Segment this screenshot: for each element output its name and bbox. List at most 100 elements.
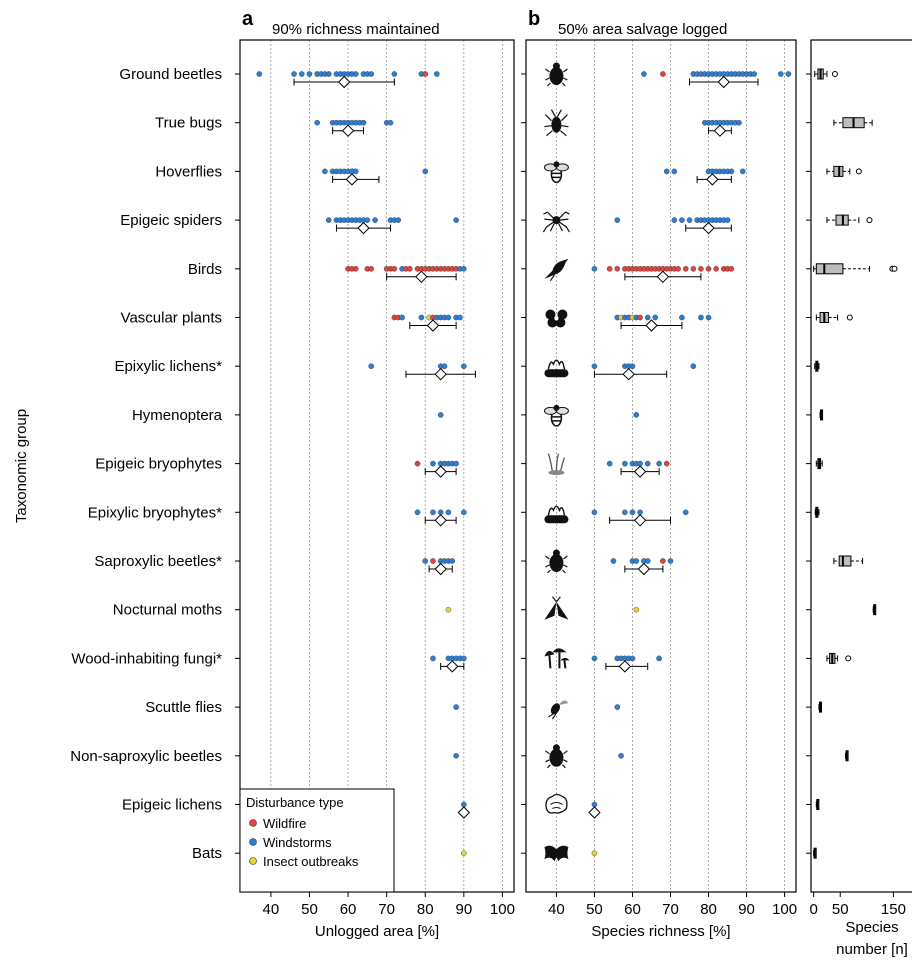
y-axis-title: Taxonomic group (13, 409, 30, 523)
moth-icon (544, 596, 569, 620)
data-point-windstorm (453, 460, 459, 467)
bat-icon (544, 845, 569, 862)
x-tick-label: 60 (340, 901, 357, 918)
data-point-wildfire (682, 265, 689, 272)
mean-diamond (618, 660, 632, 673)
data-point-windstorm (644, 460, 651, 467)
wasp-icon-part (553, 404, 560, 411)
x-tick-label: 70 (662, 901, 679, 918)
data-point-windstorm (682, 509, 689, 516)
data-point-windstorm (414, 509, 421, 516)
data-point-windstorm (698, 314, 704, 321)
data-point-windstorm (671, 168, 678, 175)
mean-diamond (633, 514, 647, 527)
saproxylic-beetle-icon-part (549, 554, 564, 572)
spider-icon-part (552, 216, 561, 225)
data-point-windstorm (663, 168, 670, 175)
x-axis-label: Unlogged area [%] (315, 923, 439, 940)
moth-icon-part (551, 596, 561, 603)
group-label: Hymenoptera (132, 407, 223, 424)
data-point-windstorm (622, 460, 628, 467)
fly-icon (548, 700, 569, 720)
mean-diamond (426, 319, 440, 332)
data-point-wildfire (663, 460, 670, 467)
mushroom-icon-part (544, 650, 555, 657)
mean-diamond (434, 562, 447, 576)
flower-icon-part (554, 316, 559, 321)
data-point-windstorm (372, 217, 378, 223)
group-label: Saproxylic beetles* (94, 553, 222, 570)
data-point-windstorm (360, 119, 367, 126)
bee-icon-part (553, 161, 560, 168)
bee-icon-part (551, 172, 562, 179)
data-point-wildfire (368, 265, 375, 272)
data-point-windstorm (291, 71, 297, 77)
legend-label: Wildfire (263, 816, 306, 831)
x-axis-label: number [n] (836, 941, 908, 958)
data-point-windstorm (422, 168, 429, 175)
data-point-windstorm (453, 704, 459, 710)
mean-diamond (446, 660, 459, 673)
group-label: Epixylic bryophytes* (88, 504, 222, 521)
data-point-insect (461, 850, 467, 857)
data-point-windstorm (449, 558, 456, 564)
moss-icon (547, 453, 566, 476)
mean-diamond (415, 270, 428, 284)
data-point-wildfire (660, 71, 666, 77)
round-beetle-icon-part (545, 750, 568, 769)
data-point-windstorm (633, 558, 640, 564)
data-point-windstorm (641, 71, 647, 77)
data-point-windstorm (445, 509, 452, 516)
mean-diamond (633, 465, 647, 478)
data-point-windstorm (633, 412, 640, 418)
group-label: Bats (192, 845, 222, 862)
lichen-wood-icon (544, 359, 569, 378)
mean-diamond (345, 173, 359, 186)
data-point-windstorm (422, 558, 429, 564)
wasp-icon-part (551, 416, 562, 422)
data-point-windstorm (437, 412, 444, 418)
beetle-icon-part (545, 68, 568, 87)
flower-icon-part (557, 309, 568, 320)
moss-wood-icon-part (547, 505, 566, 516)
legend-label: Insect outbreaks (263, 854, 359, 869)
data-point-wildfire (422, 71, 429, 77)
x-axis-label: Species (845, 919, 898, 936)
group-label: Epigeic spiders (120, 212, 222, 229)
data-point-windstorm (352, 71, 359, 77)
data-point-windstorm (591, 363, 598, 370)
legend-swatch-windstorm (249, 838, 257, 846)
data-point-windstorm (739, 168, 746, 175)
legend-label: Windstorms (263, 835, 332, 850)
beetle-icon-part (552, 62, 560, 70)
panel-frame (239, 39, 515, 893)
box-outlier (846, 314, 853, 321)
mean-diamond (434, 367, 447, 381)
fly-icon-part (558, 700, 569, 706)
round-beetle-icon-part (552, 744, 560, 752)
data-point-insect (591, 850, 598, 857)
mushroom-icon-part (548, 652, 567, 669)
data-point-windstorm (686, 217, 693, 223)
mean-diamond (337, 75, 351, 89)
data-point-wildfire (352, 265, 359, 272)
x-axis-label: Species richness [%] (591, 923, 730, 940)
data-point-windstorm (399, 314, 405, 321)
group-label: Epixylic lichens* (114, 358, 222, 375)
data-point-wildfire (660, 558, 666, 564)
x-tick-label: 40 (548, 901, 565, 918)
mean-diamond (434, 465, 447, 478)
data-point-wildfire (430, 558, 436, 564)
group-label: Birds (188, 261, 222, 278)
box-outlier (891, 265, 898, 272)
data-point-windstorm (629, 509, 636, 516)
mean-diamond (588, 806, 601, 819)
data-point-windstorm (679, 217, 685, 223)
legend-title: Disturbance type (246, 795, 344, 810)
data-point-windstorm (610, 558, 617, 564)
bird-icon-part (544, 258, 569, 279)
data-point-windstorm (777, 71, 784, 77)
data-point-windstorm (671, 217, 678, 223)
